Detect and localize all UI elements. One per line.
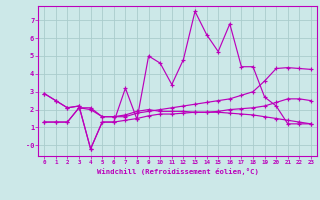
- X-axis label: Windchill (Refroidissement éolien,°C): Windchill (Refroidissement éolien,°C): [97, 168, 259, 175]
